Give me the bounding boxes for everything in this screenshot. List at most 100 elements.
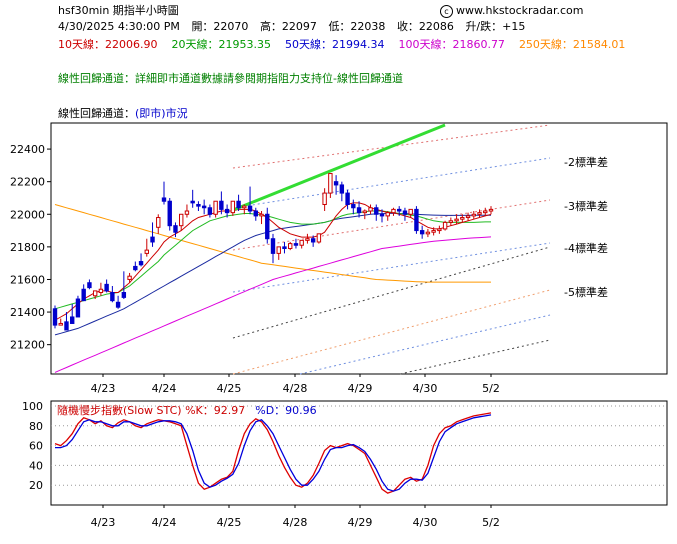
stoch-x-label-2: 4/25 [217,516,242,529]
candle-body-10 [110,292,115,302]
candle-body-27 [207,207,213,215]
stochastic-d-label: %D：90.96 [255,404,317,417]
candle-body-30 [224,208,230,214]
candle-body-73 [471,213,476,217]
candle-body-29 [219,200,224,210]
brand-text: www.hkstockradar.com [456,4,584,17]
candle-body-8 [98,288,104,294]
candle-body-20 [167,200,172,227]
channel-label-link[interactable]: (即市) [135,107,166,120]
candle-body-48 [328,173,333,194]
ma-legend-2: 50天線：21994.34 [284,38,385,51]
candle-body-59 [391,208,396,214]
candle-body-18 [156,217,161,228]
band-label-2: -4標準差 [564,241,608,255]
candle-body-71 [460,217,465,220]
candle-body-24 [190,200,195,204]
candle-body-63 [414,208,419,232]
quote-high: 高：22097 [259,20,317,33]
candle-body-64 [419,230,425,235]
stoch-d-line [55,414,492,492]
main-y-label-4: 22000 [10,208,45,221]
quote-low: 低：22038 [328,20,386,33]
band-label-3: -5標準差 [564,285,608,299]
candle-body-62 [408,208,413,215]
regression-band-1 [232,157,551,209]
stoch-y-label-4: 100 [22,400,43,413]
candle-body-43 [299,239,304,246]
candle-body-19 [161,197,167,202]
candle-body-57 [379,213,385,217]
regression-band-2 [232,199,551,251]
candle-body-11 [115,301,121,308]
main-x-label-0: 4/23 [91,382,116,395]
candle-body-9 [104,283,109,292]
stoch-y-label-1: 40 [29,459,43,472]
candle-body-1 [58,322,63,326]
candle-body-38 [270,238,276,254]
stoch-x-label-5: 4/30 [413,516,438,529]
candle-body-15 [138,261,144,266]
candle-body-44 [305,238,310,241]
candle-body-50 [339,184,345,194]
candle-body-69 [448,220,454,223]
candle-body-3 [70,316,75,324]
candle-body-16 [144,249,149,254]
candle-body-76 [488,208,494,212]
candle-body-14 [133,265,138,271]
candle-body-70 [454,218,459,222]
regression-band-3 [232,242,551,293]
candle-body-6 [87,282,92,289]
regression-band-6 [299,314,551,375]
candle-body-17 [150,236,155,243]
candle-body-39 [276,246,281,254]
main-y-label-3: 21800 [10,241,45,254]
quote-row: 4/30/2025 4:30:00 PM 開：22070 高：22097 低：2… [58,20,533,33]
candle-body-53 [356,207,362,214]
candle-body-25 [196,203,201,207]
stochastic-k-label: 隨機慢步指數(Slow STC) %K：92.97 [57,404,246,417]
candle-body-66 [431,230,436,233]
copyright-icon: c [440,4,453,18]
moving-average-legend: 10天線：22006.90 20天線：21953.35 50天線：21994.34 1… [58,38,639,51]
stochastic-title: 隨機慢步指數(Slow STC) %K：92.97 %D：90.96 [57,404,317,417]
main-x-label-6: 5/2 [482,382,500,395]
main-y-label-2: 21600 [10,273,45,286]
candle-body-35 [253,210,258,217]
main-y-label-6: 22400 [10,143,45,156]
candle-body-21 [173,225,178,233]
ma-legend-4: 250天線：21584.01 [518,38,626,51]
candle-body-12 [121,292,127,298]
candle-body-49 [333,181,339,186]
main-y-label-0: 21200 [10,339,45,352]
brand-link[interactable]: c www.hkstockradar.com [440,4,584,18]
channel-label: 線性回歸通道：(即市)市況 [58,107,188,120]
candle-body-13 [127,275,132,280]
channel-label-prefix: 線性回歸通道： [58,107,135,120]
candle-body-47 [322,192,327,205]
main-y-label-1: 21400 [10,306,45,319]
candle-body-31 [230,200,236,214]
candle-body-54 [362,210,367,214]
candle-body-7 [92,290,98,297]
ma-legend-3: 100天線：21860.77 [398,38,505,51]
candle-body-23 [184,210,190,215]
candle-body-46 [316,233,322,243]
stoch-y-label-0: 20 [29,479,43,492]
candle-body-67 [437,228,442,232]
candle-body-42 [293,243,299,246]
candle-body-72 [465,215,471,219]
chart-title: hsf30min 期指半小時圖 [58,4,179,17]
main-x-label-1: 4/24 [152,382,177,395]
regression-band-4 [232,246,551,339]
regression-band-5 [232,289,551,375]
candle-body-28 [213,200,218,215]
channel-label-suffix: 市況 [165,107,188,120]
main-y-label-5: 22200 [10,176,45,189]
candle-body-51 [345,192,350,205]
main-plot-frame [50,122,668,375]
channel-description[interactable]: 線性回歸通道：詳細即市通道數據請參閱期指阻力支持位-線性回歸通道 [58,72,403,85]
candle-body-65 [425,231,431,235]
main-x-label-2: 4/25 [217,382,242,395]
